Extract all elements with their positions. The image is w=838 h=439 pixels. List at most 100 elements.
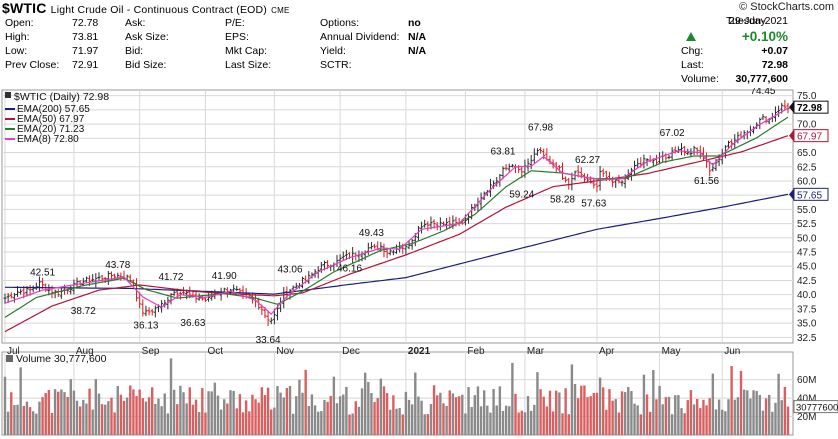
volume-bar [354, 401, 357, 435]
quote-label: Bid: [125, 45, 144, 57]
volume-bar [454, 397, 458, 435]
peak-annotation: 36.13 [133, 321, 158, 332]
x-tick-label: 2021 [408, 346, 431, 357]
volume-title: Volume 30,777,600 [16, 353, 107, 365]
y-tick-label: 62.5 [797, 162, 817, 173]
volume-bar [235, 408, 238, 435]
volume-bar [141, 398, 145, 435]
volume-bar [385, 393, 389, 435]
volume-bar [529, 410, 533, 435]
volume-bar [241, 412, 245, 435]
volume-bar [135, 396, 138, 435]
volume-bar [182, 392, 185, 435]
volume-bar [724, 411, 727, 435]
volume-bar [160, 406, 163, 435]
volume-bar [332, 376, 336, 435]
quote-header: $WTIC Light Crude Oil - Continuous Contr… [0, 0, 838, 88]
volume-bar [28, 407, 32, 435]
volume-bar [13, 405, 16, 435]
volume-bar [567, 414, 570, 435]
volume-bar [645, 394, 649, 435]
volume-bar [94, 379, 98, 435]
volume-bar [758, 394, 762, 435]
volume-bar [363, 372, 367, 435]
volume-bar [486, 405, 489, 435]
volume-bar [342, 394, 345, 435]
volume-bar [31, 411, 35, 435]
volume-bar [298, 379, 301, 435]
volume-bar [179, 385, 182, 435]
volume-bar [207, 391, 210, 435]
volume-bar [304, 369, 307, 435]
y-tick-label: 55.0 [797, 205, 817, 216]
volume-bar [335, 403, 339, 435]
price-panel [1, 89, 794, 344]
volume-bar [382, 386, 386, 435]
volume-bar [320, 411, 323, 435]
quote-value: N/A [408, 45, 427, 57]
y-tick-label: 52.5 [797, 219, 817, 230]
volume-bar [367, 381, 370, 435]
volume-bar [667, 396, 671, 435]
volume-bar [238, 394, 242, 435]
volume-bar [636, 405, 639, 435]
volume-bar [163, 393, 166, 435]
volume-bar [151, 387, 154, 435]
volume-bar [414, 372, 417, 435]
volume-bar [517, 412, 520, 435]
volume-bar [768, 394, 771, 435]
quote-row: High: 73.81 Ask Size: EPS: Annual Dividend: N… [0, 31, 660, 45]
y-tick-label: 42.5 [797, 276, 817, 287]
quote-row: Prev Close: 72.91 Bid Size: Last Size: SCTR: [0, 59, 660, 73]
y-tick-label: 65.0 [797, 148, 817, 159]
volume-bar [746, 390, 749, 435]
peak-annotation: 41.90 [212, 271, 237, 282]
volume-bar [495, 405, 498, 435]
volume-bar [482, 390, 486, 435]
volume-bar [392, 395, 395, 435]
volume-bar [317, 411, 320, 435]
volume-bar [379, 378, 383, 435]
volume-bar [536, 372, 539, 435]
volume-bar [479, 406, 483, 435]
volume-bar [564, 388, 567, 435]
price-tag-label: 72.98 [797, 103, 822, 114]
volume-bar [558, 392, 561, 435]
volume-bar [439, 392, 442, 435]
quote-label: Mkt Cap: [225, 45, 268, 57]
volume-bar [736, 397, 740, 435]
volume-bar [191, 404, 195, 435]
volume-bar [313, 405, 317, 435]
x-tick-label: Mar [527, 346, 545, 357]
volume-bar [714, 409, 718, 435]
volume-bar [323, 399, 326, 435]
symbol-title: $WTIC Light Crude Oil - Continuous Contr… [2, 0, 290, 16]
volume-bar [686, 400, 689, 435]
volume-bar [407, 399, 411, 435]
quote-label: Ask Size: [125, 31, 169, 43]
volume-bar [652, 370, 655, 435]
volume-bar [85, 403, 88, 435]
price-summary: Tuesday 29-Jun-2021 +0.10% Chg: +0.07 La… [676, 15, 836, 87]
volume-bar [533, 404, 536, 435]
peak-annotation: 42.51 [30, 267, 55, 278]
ema-line-ema20 [4, 116, 789, 318]
volume-bar [677, 395, 680, 435]
volume-bar [692, 404, 696, 435]
volume-bar [764, 398, 768, 435]
volume-bar [132, 389, 135, 435]
change-value: +0.07 [761, 45, 788, 57]
volume-bar [185, 403, 188, 435]
peak-annotation: 59.24 [509, 189, 534, 200]
weekday-label: Tuesday [726, 15, 766, 27]
volume-bar [627, 386, 630, 435]
volume-bar [580, 385, 583, 435]
volume-bar [204, 412, 207, 435]
quote-label: Options: [320, 17, 360, 29]
volume-bar [6, 411, 10, 435]
volume-bar [63, 392, 66, 435]
volume-bar [229, 390, 232, 435]
volume-bar [82, 399, 85, 435]
volume-bar [711, 373, 715, 435]
volume-bar [674, 395, 677, 435]
